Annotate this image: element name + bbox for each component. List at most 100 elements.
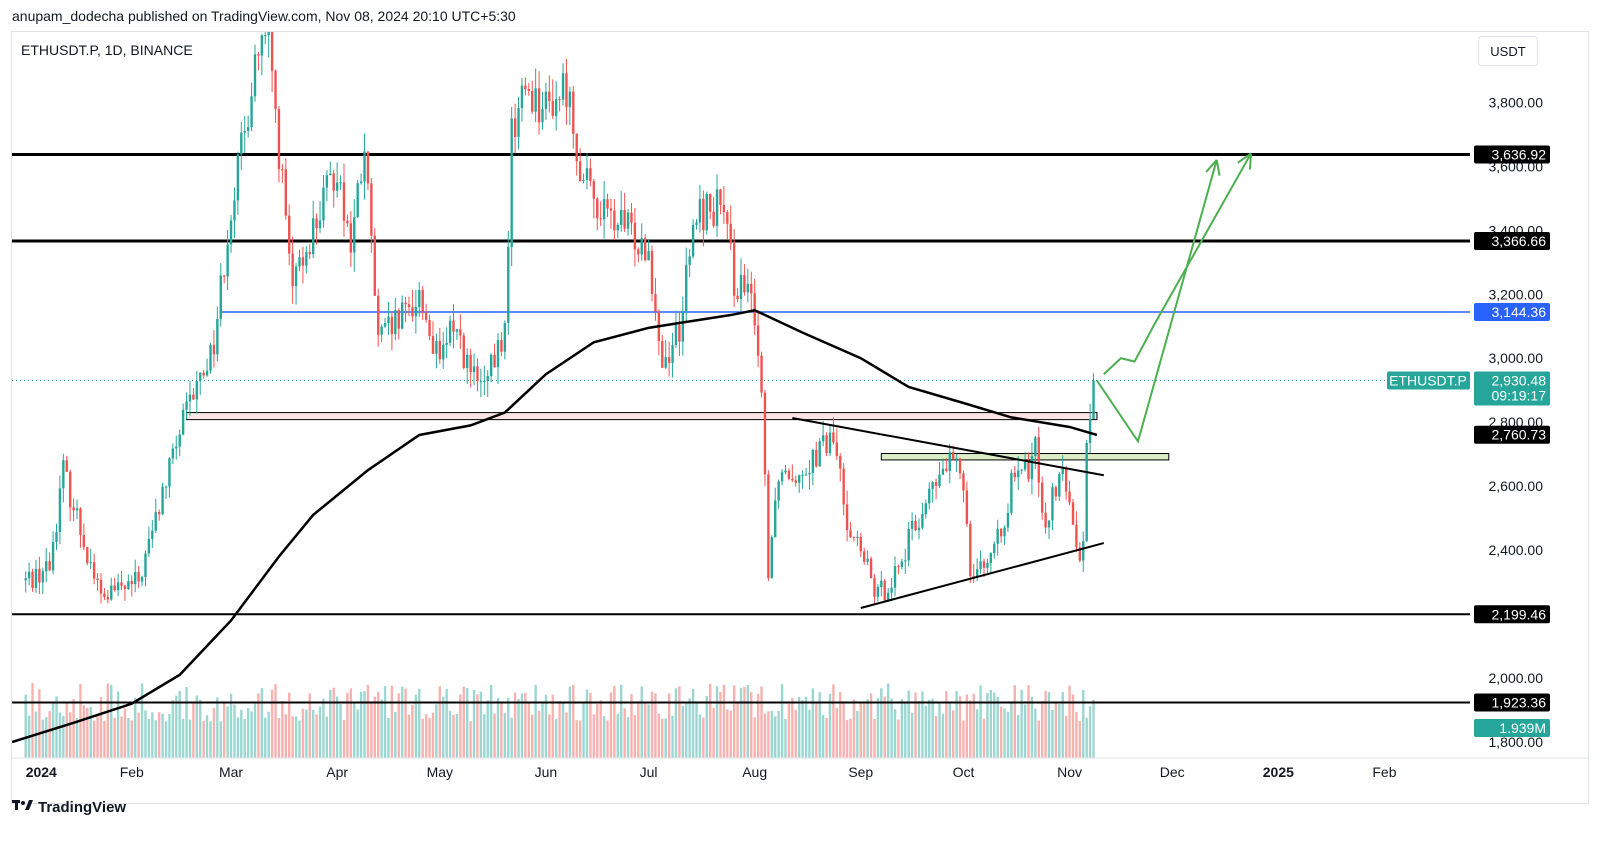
candle-body — [736, 295, 739, 300]
x-tick-label: Feb — [1372, 764, 1396, 780]
volume-bar — [637, 701, 640, 758]
candle-body — [746, 283, 750, 293]
volume-bar — [671, 715, 674, 758]
candle-body — [397, 310, 400, 329]
volume-bar — [969, 700, 972, 758]
candle-body — [661, 341, 664, 368]
candle-body — [770, 537, 774, 579]
volume-bar — [537, 710, 541, 758]
candle-body — [1051, 487, 1054, 521]
volume-bar — [650, 691, 654, 758]
volume-bar — [633, 715, 637, 758]
candle-body — [134, 572, 137, 585]
candle-body — [832, 432, 835, 443]
volume-bar — [397, 693, 400, 758]
volume-bar — [989, 689, 993, 758]
candle-body — [185, 401, 188, 410]
volume-bar — [839, 691, 842, 758]
volume-bar — [592, 714, 596, 758]
candle-body — [298, 257, 301, 267]
level-price-label-bg — [1474, 231, 1550, 250]
candle-body — [246, 127, 250, 132]
arrow-head — [1237, 152, 1252, 164]
volume-bar — [1078, 721, 1082, 758]
trendline — [860, 542, 1105, 609]
candle-body — [541, 108, 544, 123]
volume-bar — [301, 708, 305, 758]
candle-body — [1023, 462, 1027, 470]
ma-price-label: 2,760.73 — [1492, 427, 1547, 443]
volume-bar — [496, 697, 500, 758]
candle-body — [58, 488, 62, 533]
volume-bar — [377, 692, 380, 758]
candle-body — [691, 224, 695, 257]
volume-bar — [907, 690, 910, 758]
x-tick-label: Mar — [219, 764, 243, 780]
volume-bar — [442, 696, 445, 758]
volume-bar — [520, 693, 524, 758]
volume-bar — [274, 684, 277, 758]
candle-body — [34, 568, 38, 588]
level-price-label: 1,923.36 — [1492, 695, 1547, 711]
candle-body — [226, 244, 229, 277]
candle-body — [493, 354, 496, 368]
candle-body — [363, 151, 366, 182]
volume-bar — [729, 710, 732, 758]
volume-bar — [626, 717, 630, 758]
candle-body — [1003, 527, 1006, 537]
volume-bar — [914, 692, 917, 758]
volume-bar — [431, 712, 435, 758]
volume-bar — [695, 701, 698, 758]
candle-body — [626, 212, 630, 229]
volume-bar — [794, 709, 797, 758]
volume-bar — [931, 698, 934, 758]
candle-body — [969, 523, 972, 577]
volume-bar — [630, 693, 633, 758]
candle-body — [883, 580, 886, 601]
candle-body — [921, 514, 924, 528]
candle-body — [68, 471, 72, 508]
x-tick-label: Dec — [1160, 764, 1185, 780]
volume-bar — [962, 720, 965, 758]
candle-body — [934, 482, 938, 486]
volume-bar — [356, 709, 359, 758]
candle-body — [199, 372, 202, 382]
volume-bar — [975, 709, 979, 758]
currency-button[interactable]: USDT — [1478, 36, 1538, 66]
volume-bar — [575, 720, 578, 758]
candle-body — [821, 435, 825, 442]
candle-body — [808, 472, 811, 475]
volume-bar — [411, 704, 414, 758]
y-tick-label: 2,400.00 — [1489, 542, 1544, 558]
volume-bar — [113, 717, 116, 758]
volume-bar — [404, 688, 407, 758]
volume-bars — [24, 683, 1095, 758]
chart-frame — [11, 31, 1589, 804]
volume-bar — [134, 697, 137, 758]
volume-bar — [1037, 720, 1040, 758]
candle-body — [726, 212, 729, 224]
candle-body — [1040, 482, 1044, 513]
volume-bar — [86, 707, 89, 758]
volume-bar — [606, 720, 609, 758]
volume-bar — [260, 688, 264, 758]
candle-body — [103, 593, 106, 597]
candle-body — [332, 173, 335, 191]
volume-bar — [979, 685, 982, 758]
candle-body — [1027, 462, 1030, 480]
volume-bar — [554, 719, 558, 758]
volume-bar — [821, 714, 825, 758]
symbol-title: ETHUSDT.P, 1D, BINANCE — [21, 42, 193, 58]
volume-bar — [140, 683, 144, 758]
volume-bar — [318, 706, 322, 758]
candle-body — [596, 198, 599, 219]
candle-body — [890, 587, 893, 593]
last-price-value: 2,930.48 — [1492, 372, 1547, 388]
candle-body — [1061, 468, 1064, 475]
volume-bar — [544, 694, 548, 758]
candle-body — [914, 520, 917, 531]
candle-body — [373, 235, 376, 296]
candle-body — [863, 551, 866, 562]
candle-body — [195, 381, 199, 400]
